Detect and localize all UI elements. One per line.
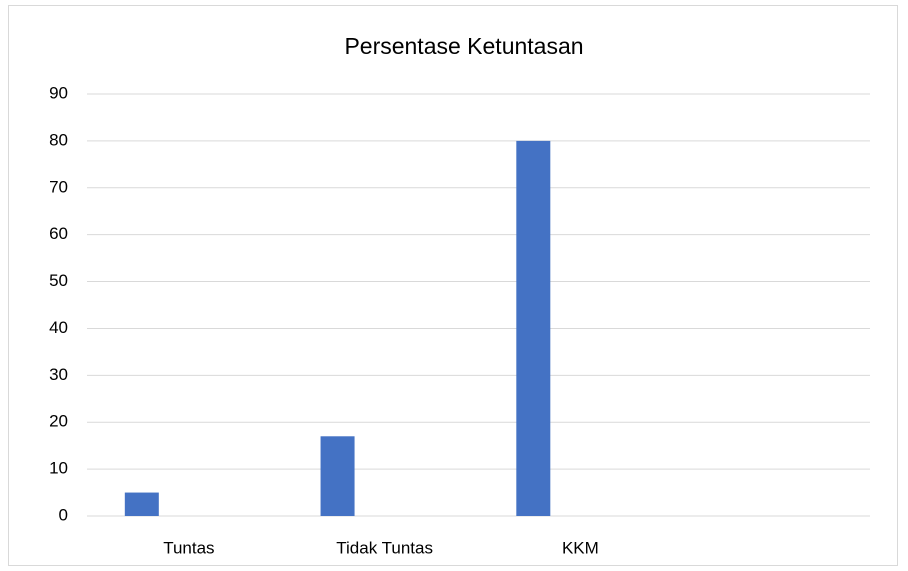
y-tick-label: 80: [49, 130, 68, 149]
bar: [516, 140, 551, 516]
chart-title: Persentase Ketuntasan: [344, 33, 583, 59]
x-tick-label: Tuntas: [163, 538, 214, 557]
x-tick-label: KKM: [562, 538, 599, 557]
y-tick-label: 0: [59, 505, 68, 524]
y-tick-label: 70: [49, 177, 68, 196]
y-tick-label: 50: [49, 271, 68, 290]
chart-border: [8, 5, 898, 566]
y-tick-label: 90: [49, 83, 68, 102]
y-tick-label: 40: [49, 318, 68, 337]
bar: [124, 492, 159, 516]
y-tick-label: 60: [49, 224, 68, 243]
x-tick-label: Tidak Tuntas: [336, 538, 433, 557]
y-tick-label: 10: [49, 459, 68, 478]
y-tick-label: 30: [49, 365, 68, 384]
y-tick-label: 20: [49, 412, 68, 431]
bar: [320, 436, 355, 516]
